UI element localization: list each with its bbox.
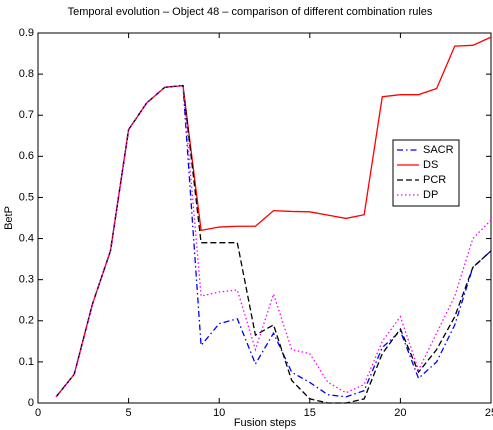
y-tick-label: 0.4 <box>19 232 34 244</box>
y-tick-label: 0.3 <box>19 274 34 286</box>
x-tick-label: 15 <box>304 407 316 419</box>
y-tick-label: 0.9 <box>19 27 34 39</box>
y-tick-label: 0.8 <box>19 68 34 80</box>
x-tick-label: 25 <box>485 407 493 419</box>
plot-area <box>37 32 492 404</box>
series-line <box>55 36 492 398</box>
y-tick-label: 0.5 <box>19 191 34 203</box>
y-tick-label: 0 <box>28 397 34 409</box>
y-tick-label: 0.6 <box>19 150 34 162</box>
legend-label: PCR <box>423 174 446 186</box>
legend-label: DS <box>423 159 438 171</box>
series-line <box>55 84 492 398</box>
legend-box <box>392 139 460 207</box>
x-tick-label: 0 <box>35 407 41 419</box>
y-axis-label: BetP <box>3 206 15 230</box>
y-tick-label: 0.7 <box>19 109 34 121</box>
x-axis-label: Fusion steps <box>234 417 297 429</box>
series-line <box>55 84 492 398</box>
y-tick-label: 0.2 <box>19 315 34 327</box>
legend-label: SACR <box>423 144 454 156</box>
x-tick-label: 5 <box>126 407 132 419</box>
chart-title: Temporal evolution – Object 48 – compari… <box>68 6 433 18</box>
x-tick-label: 20 <box>394 407 406 419</box>
y-tick-label: 0.1 <box>19 356 34 368</box>
legend-label: DP <box>423 189 438 201</box>
x-tick-label: 10 <box>213 407 225 419</box>
